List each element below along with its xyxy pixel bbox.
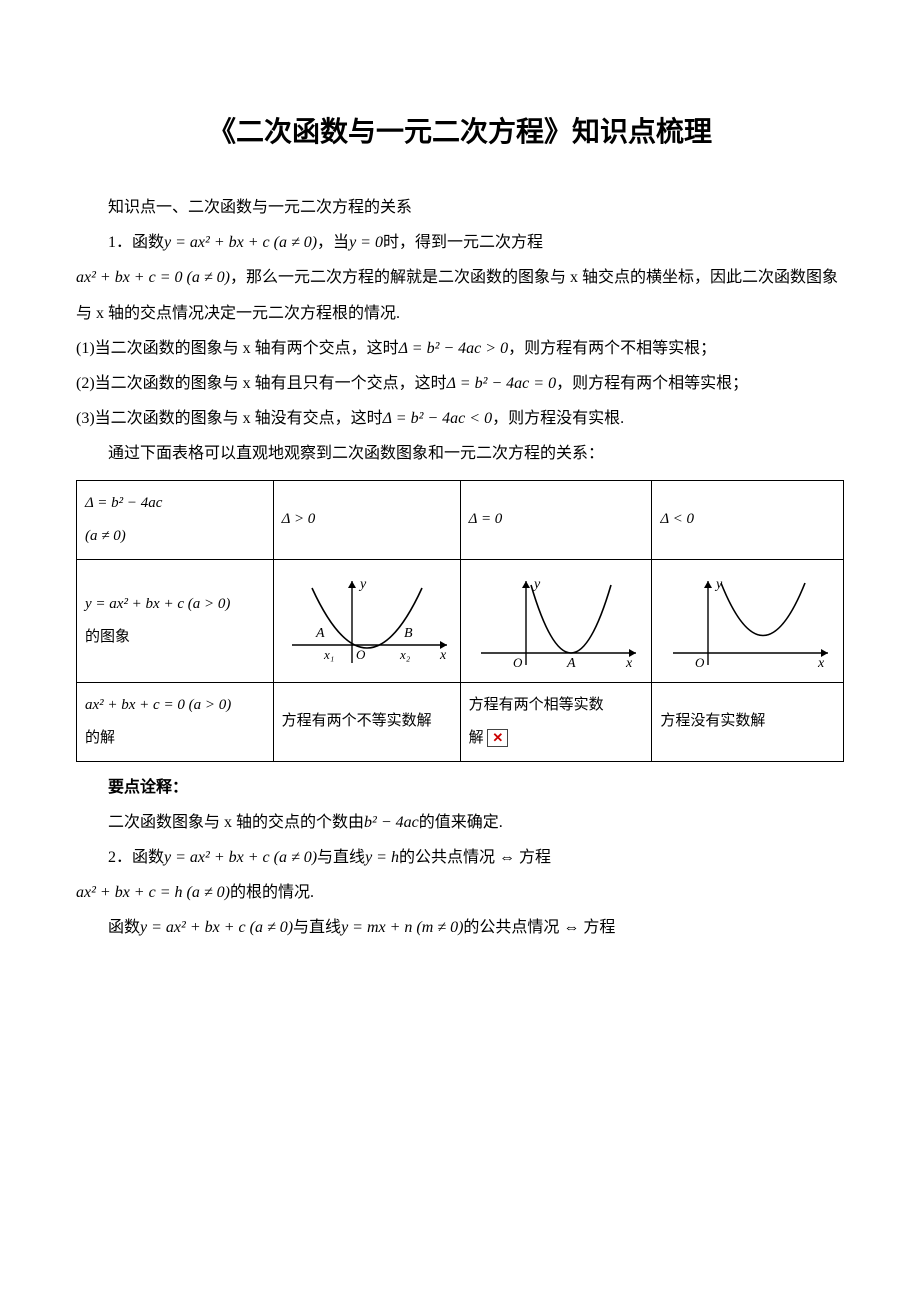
parabola-one-intersection: y x O A <box>471 573 641 668</box>
text: (2)当二次函数的图象与 x 轴有且只有一个交点，这时 <box>76 375 447 392</box>
formula: y = ax² + bx + c (a ≠ 0) <box>164 849 317 866</box>
table-cell: Δ < 0 <box>652 480 844 559</box>
text: 的公共点情况 ⇔ 方程 <box>399 849 551 866</box>
paragraph-6: 通过下面表格可以直观地观察到二次函数图象和一元二次方程的关系： <box>76 436 844 471</box>
callout-heading: 要点诠释： <box>76 770 844 805</box>
formula: ax² + bx + c = 0 (a > 0) <box>85 689 265 722</box>
text: 二次函数图象与 x 轴的交点的个数由 <box>108 814 364 831</box>
text: (3)当二次函数的图象与 x 轴没有交点，这时 <box>76 410 383 427</box>
text: ，则方程没有实根. <box>492 410 624 427</box>
page-title: 《二次函数与一元二次方程》知识点梳理 <box>76 110 844 150</box>
axis-label-y: y <box>714 577 723 592</box>
text: 1．函数 <box>108 234 164 251</box>
paragraph-2: ax² + bx + c = 0 (a ≠ 0)，那么一元二次方程的解就是二次函… <box>76 260 844 330</box>
point-a-label: A <box>566 656 576 668</box>
error-icon: ✕ <box>487 729 508 747</box>
table-cell: Δ > 0 <box>273 480 460 559</box>
formula: Δ = b² − 4ac > 0 <box>399 340 508 357</box>
text: ，则方程有两个相等实根； <box>556 375 748 392</box>
axis-label-y: y <box>532 577 541 592</box>
paragraph-11: 函数y = ax² + bx + c (a ≠ 0)与直线y = mx + n … <box>76 910 844 945</box>
text: 的图象 <box>85 621 265 654</box>
text: 的根的情况. <box>230 884 314 901</box>
paragraph-8: 二次函数图象与 x 轴的交点的个数由b² − 4ac的值来确定. <box>76 805 844 840</box>
text: 2．函数 <box>108 849 164 866</box>
formula: Δ = b² − 4ac = 0 <box>447 375 556 392</box>
formula: y = ax² + bx + c (a ≠ 0) <box>140 919 293 936</box>
table-cell: ax² + bx + c = 0 (a > 0) 的解 <box>77 682 274 761</box>
formula: (a ≠ 0) <box>85 520 265 553</box>
text: 函数 <box>108 919 140 936</box>
origin-label: O <box>356 647 366 662</box>
text: 时，得到一元二次方程 <box>383 234 543 251</box>
text: 解 <box>469 730 484 746</box>
text: ，当 <box>317 234 349 251</box>
paragraph-10: ax² + bx + c = h (a ≠ 0)的根的情况. <box>76 875 844 910</box>
comparison-table: Δ = b² − 4ac (a ≠ 0) Δ > 0 Δ = 0 Δ < 0 y… <box>76 480 844 762</box>
text: 的解 <box>85 722 265 755</box>
axis-label-x: x <box>439 648 447 663</box>
axis-label-y: y <box>358 577 367 592</box>
table-row: y = ax² + bx + c (a > 0) 的图象 y x O A <box>77 559 844 682</box>
table-cell: Δ = b² − 4ac (a ≠ 0) <box>77 480 274 559</box>
table-cell-graph: y x O A <box>460 559 652 682</box>
formula: y = h <box>365 849 399 866</box>
table-row: ax² + bx + c = 0 (a > 0) 的解 方程有两个不等实数解 方… <box>77 682 844 761</box>
text: 方程有两个相等实数 <box>469 697 604 713</box>
text: 与直线 <box>317 849 365 866</box>
paragraph-1: 1．函数y = ax² + bx + c (a ≠ 0)，当y = 0时，得到一… <box>76 225 844 260</box>
axis-label-x: x <box>817 656 825 668</box>
formula: y = mx + n (m ≠ 0) <box>341 919 463 936</box>
formula: b² − 4ac <box>364 814 419 831</box>
formula: Δ = b² − 4ac < 0 <box>383 410 492 427</box>
formula: ax² + bx + c = 0 (a ≠ 0) <box>76 269 230 286</box>
formula: y = 0 <box>349 234 383 251</box>
parabola-no-intersection: y x O <box>663 573 833 668</box>
table-cell: Δ = 0 <box>460 480 652 559</box>
section-heading: 知识点一、二次函数与一元二次方程的关系 <box>76 190 844 225</box>
text: 的公共点情况 ⇔ 方程 <box>463 919 615 936</box>
origin-label: O <box>513 655 523 668</box>
formula: Δ = b² − 4ac <box>85 487 265 520</box>
paragraph-4: (2)当二次函数的图象与 x 轴有且只有一个交点，这时Δ = b² − 4ac … <box>76 366 844 401</box>
axis-label-x: x <box>625 656 633 668</box>
formula: ax² + bx + c = h (a ≠ 0) <box>76 884 230 901</box>
x2-label: x₂ <box>399 647 411 662</box>
text: (1)当二次函数的图象与 x 轴有两个交点，这时 <box>76 340 399 357</box>
formula: y = ax² + bx + c (a > 0) <box>85 588 265 621</box>
paragraph-5: (3)当二次函数的图象与 x 轴没有交点，这时Δ = b² − 4ac < 0，… <box>76 401 844 436</box>
paragraph-3: (1)当二次函数的图象与 x 轴有两个交点，这时Δ = b² − 4ac > 0… <box>76 331 844 366</box>
origin-label: O <box>695 655 705 668</box>
table-row: Δ = b² − 4ac (a ≠ 0) Δ > 0 Δ = 0 Δ < 0 <box>77 480 844 559</box>
paragraph-9: 2．函数y = ax² + bx + c (a ≠ 0)与直线y = h的公共点… <box>76 840 844 875</box>
text: 与直线 <box>293 919 341 936</box>
table-cell: 方程没有实数解 <box>652 682 844 761</box>
table-cell: y = ax² + bx + c (a > 0) 的图象 <box>77 559 274 682</box>
text: ，则方程有两个不相等实根； <box>508 340 716 357</box>
text: 的值来确定. <box>419 814 503 831</box>
formula: y = ax² + bx + c (a ≠ 0) <box>164 234 317 251</box>
x1-label: x₁ <box>323 647 334 662</box>
table-cell: 方程有两个不等实数解 <box>273 682 460 761</box>
table-cell: 方程有两个相等实数 解 ✕ <box>460 682 652 761</box>
parabola-two-intersections: y x O A B x₁ x₂ <box>282 573 452 668</box>
table-cell-graph: y x O A B x₁ x₂ <box>273 559 460 682</box>
point-b-label: B <box>404 626 413 641</box>
table-cell-graph: y x O <box>652 559 844 682</box>
point-a-label: A <box>315 626 325 641</box>
